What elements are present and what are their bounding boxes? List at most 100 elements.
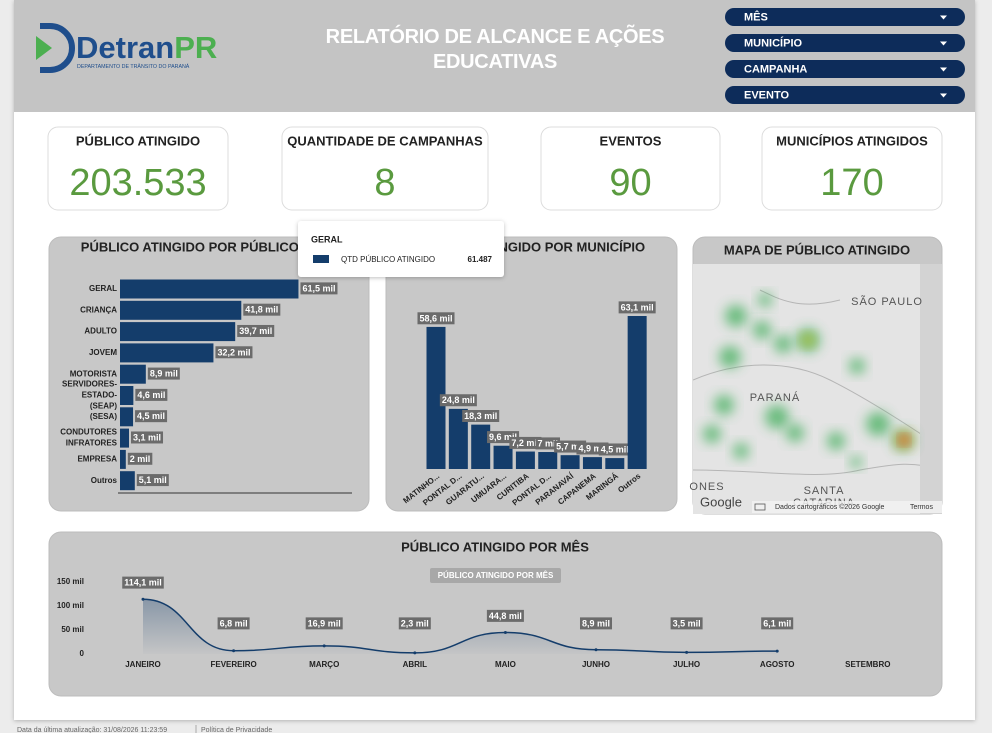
keyboard-icon <box>754 503 766 511</box>
map-title: MAPA DE PÚBLICO ATINGIDO <box>724 242 910 257</box>
y-tick-label: SERVIDORES-ESTADO-(SEAP) <box>62 380 117 411</box>
kpi-label: MUNICÍPIOS ATINGIDOS <box>776 133 928 148</box>
heat-spot <box>866 412 890 436</box>
bar <box>120 300 242 320</box>
heat-spot <box>719 346 741 368</box>
heat-spot <box>850 456 862 468</box>
y-tick-label: 150 mil <box>57 577 84 586</box>
data-label-bg <box>486 609 524 622</box>
y-tick-label: Outros <box>91 476 118 485</box>
data-label-bg <box>439 394 477 407</box>
data-label-bg <box>305 617 343 630</box>
data-label-bg <box>462 410 500 423</box>
kpi-label: EVENTOS <box>600 133 662 148</box>
point <box>322 644 326 648</box>
kpi-value: 8 <box>374 162 395 204</box>
data-label-bg <box>300 282 338 295</box>
kpi-label: PÚBLICO ATINGIDO <box>76 133 200 148</box>
filter-dropdown[interactable] <box>725 8 965 26</box>
data-label-bg <box>761 617 794 630</box>
data-label-bg <box>127 452 153 465</box>
logo-text-main: Detran <box>76 30 174 65</box>
point <box>685 650 689 654</box>
data-label: 41,8 mil <box>245 305 278 315</box>
x-tick-label: FEVEREIRO <box>210 660 256 669</box>
map-label: PARANÁ <box>750 391 800 404</box>
dropdown-caret <box>940 67 947 72</box>
data-label-bg <box>217 617 250 630</box>
bar <box>448 408 468 469</box>
y-tick-label: CRIANÇA <box>80 305 117 314</box>
footer-privacy[interactable]: Política de Privacidade <box>201 727 272 733</box>
heat-spot <box>849 358 865 374</box>
data-label: 7 mil <box>537 438 558 448</box>
logo-text-accent: PR <box>174 30 217 65</box>
bar <box>426 326 446 469</box>
map-label: SÃO PAULO <box>851 295 923 308</box>
data-label-bg <box>237 324 275 337</box>
kpi-card <box>47 126 229 211</box>
y-tick-label: 0 <box>80 649 85 658</box>
bar <box>120 449 126 469</box>
bar <box>582 457 602 469</box>
bar <box>515 451 535 469</box>
kpi-value: 170 <box>820 162 883 204</box>
y-tick-label: MOTORISTA <box>70 369 117 378</box>
filter-dropdown[interactable] <box>725 60 965 78</box>
dashboard-title: RELATÓRIO DE ALCANCE E AÇÕES EDUCATIVAS <box>325 26 665 73</box>
heat-hot <box>900 436 908 444</box>
bar <box>120 343 214 363</box>
data-label: 16,9 mil <box>308 618 341 628</box>
dropdown-caret <box>940 15 947 20</box>
legend-label: PÚBLICO ATINGIDO POR MÊS <box>438 571 554 580</box>
kpi-card <box>281 126 489 211</box>
filter-dropdown[interactable] <box>725 34 965 52</box>
heat-spot <box>827 432 845 450</box>
data-label: 24,8 mil <box>442 395 475 405</box>
heat-spot <box>765 405 789 429</box>
tooltip-layer: GERAL QTD PÚBLICO ATINGIDO 61.487 <box>298 221 504 277</box>
x-tick-label: MAIO <box>495 660 516 669</box>
bar <box>120 322 236 342</box>
bar <box>560 455 580 469</box>
point <box>232 649 236 653</box>
tooltip-value: 61.487 <box>468 255 493 264</box>
map-sea <box>920 264 942 514</box>
chart-title: PÚBLICO ATINGIDO POR MÊS <box>401 539 589 554</box>
y-tick-label: (SESA) <box>90 412 117 421</box>
heat-spot <box>714 395 734 415</box>
filter-label: EVENTO <box>744 89 789 101</box>
data-label: 9,6 mil <box>489 432 517 442</box>
data-label: 5,1 mil <box>139 475 167 485</box>
bar <box>120 471 135 491</box>
data-label: 8,9 mil <box>150 369 178 379</box>
logo-text: DetranPR <box>76 30 217 65</box>
legend-chip <box>430 568 561 583</box>
x-tick-label: JANEIRO <box>125 660 161 669</box>
map-label: SANTA <box>804 485 845 497</box>
data-label-bg <box>670 617 703 630</box>
y-tick-label: 100 mil <box>57 601 84 610</box>
map <box>693 264 942 514</box>
data-label-bg <box>618 301 656 314</box>
data-label-bg <box>398 617 431 630</box>
y-tick-label: 50 mil <box>61 625 84 634</box>
bar <box>627 316 647 469</box>
data-label: 61,5 mil <box>302 283 335 293</box>
kpi-value: 90 <box>609 162 651 204</box>
dropdown-caret <box>940 93 947 98</box>
point <box>141 597 145 601</box>
y-tick-label: ADULTO <box>84 327 117 336</box>
heat-spot <box>774 335 792 353</box>
filter-dropdown[interactable] <box>725 86 965 104</box>
data-label: 4,9 mil <box>578 443 606 453</box>
map-border <box>693 289 942 475</box>
google-logo: Google <box>700 494 742 509</box>
attribution-bg <box>752 501 942 513</box>
data-label: 2,3 mil <box>401 618 429 628</box>
data-label-bg <box>417 312 455 325</box>
y-tick-label: EMPRESA <box>77 455 117 464</box>
data-label: 39,7 mil <box>239 326 272 336</box>
data-label: 4,5 mil <box>137 411 165 421</box>
